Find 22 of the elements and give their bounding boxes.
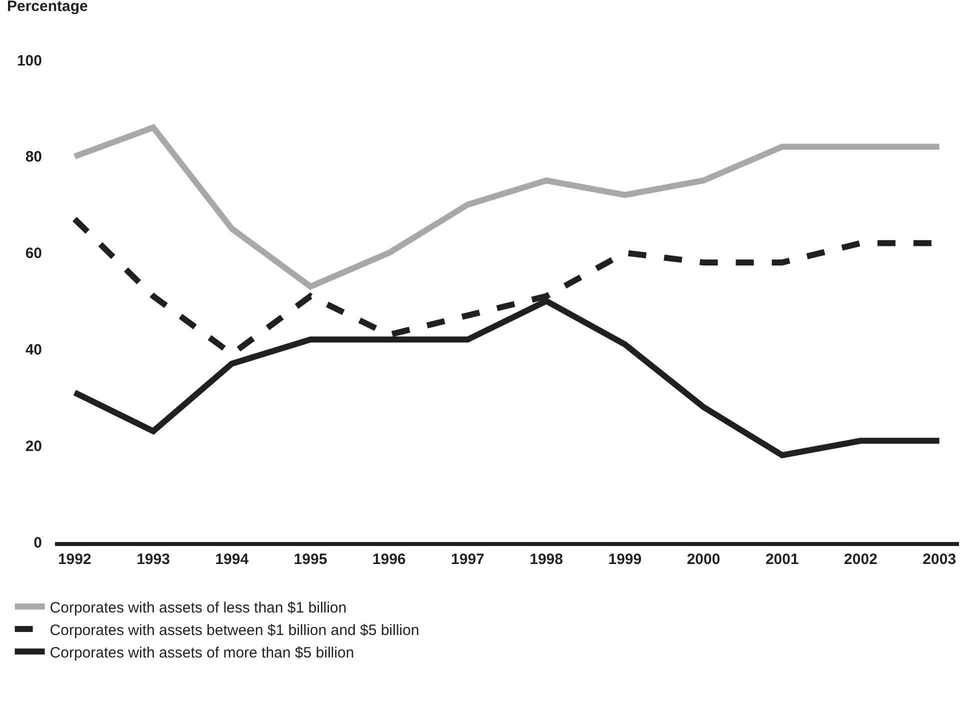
x-tick-label: 1994 (215, 551, 250, 568)
legend-label: Corporates with assets between $1 billion and $5 billion (50, 622, 420, 639)
x-tick-label: 1997 (451, 551, 484, 568)
y-tick-label: 0 (34, 534, 42, 552)
x-tick-label: 2003 (922, 551, 956, 568)
x-tick-label: 1999 (608, 551, 642, 568)
x-tick-label: 2001 (765, 551, 799, 568)
y-tick-label: 20 (25, 438, 42, 455)
x-tick-label: 1996 (372, 551, 406, 568)
x-tick-label: 1995 (294, 551, 328, 568)
y-tick-label: 100 (16, 52, 42, 70)
legend-label: Corporates with assets of more than $5 billion (50, 644, 354, 662)
x-tick-label: 2000 (686, 551, 720, 568)
x-tick-label: 1992 (58, 551, 92, 568)
y-tick-label: 80 (25, 148, 42, 166)
x-tick-label: 1993 (136, 551, 170, 568)
x-tick-label: 1998 (530, 551, 563, 568)
y-tick-label: 60 (25, 245, 42, 262)
y-tick-label: 40 (25, 341, 42, 358)
legend-label: Corporates with assets of less than $1 billion (50, 599, 347, 616)
x-tick-label: 2002 (844, 551, 878, 568)
y-axis-title: Percentage (7, 0, 88, 15)
